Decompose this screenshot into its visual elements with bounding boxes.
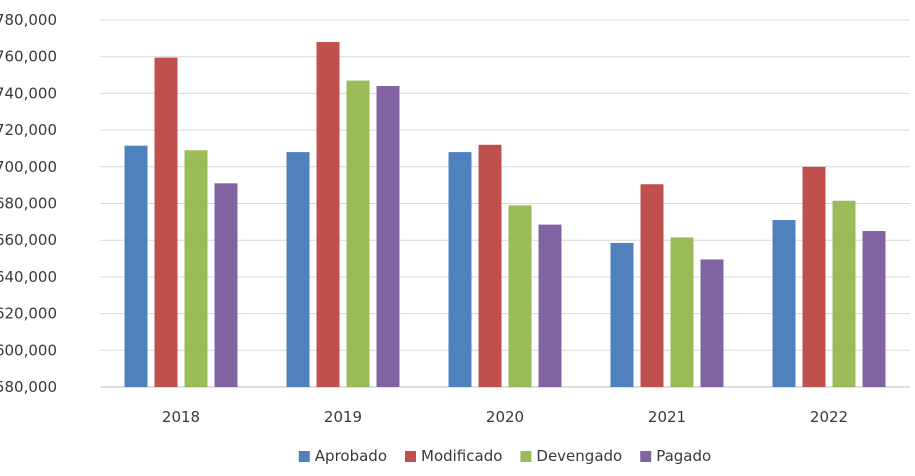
x-axis: 2018 2019 2020 2021 2022: [162, 408, 848, 426]
bar-modificado-2022: [802, 166, 826, 387]
bar-aprobado-2018: [124, 145, 148, 387]
x-tick-label: 2021: [648, 408, 686, 426]
bar-pagado-2018: [214, 183, 238, 387]
x-tick-label: 2018: [162, 408, 200, 426]
legend-label-modificado: Modificado: [421, 447, 502, 465]
x-tick-label: 2022: [810, 408, 848, 426]
y-tick-label: 780,000: [0, 11, 57, 29]
legend-swatch-pagado: [640, 451, 652, 462]
bar-aprobado-2021: [610, 242, 634, 387]
bar-devengado-2019: [346, 80, 370, 388]
y-tick-label: 580,000: [0, 378, 57, 396]
x-tick-label: 2020: [486, 408, 524, 426]
bar-modificado-2020: [478, 144, 502, 387]
bar-devengado-2020: [508, 205, 532, 387]
legend-label-aprobado: Aprobado: [315, 447, 387, 465]
bar-modificado-2019: [316, 42, 340, 388]
legend-swatch-devengado: [520, 451, 532, 462]
y-tick-label: 620,000: [0, 305, 57, 323]
bars: [124, 42, 886, 388]
legend-swatch-modificado: [405, 451, 417, 462]
y-tick-label: 720,000: [0, 121, 57, 139]
y-tick-label: 760,000: [0, 48, 57, 66]
y-tick-label: 660,000: [0, 231, 57, 249]
y-tick-label: 740,000: [0, 84, 57, 102]
legend-label-pagado: Pagado: [656, 447, 711, 465]
bar-pagado-2021: [700, 259, 724, 387]
legend-label-devengado: Devengado: [536, 447, 622, 465]
bar-aprobado-2019: [286, 152, 310, 387]
bar-devengado-2022: [832, 200, 856, 387]
x-tick-label: 2019: [324, 408, 362, 426]
y-axis: 580,000 600,000 620,000 640,000 660,000 680,0…: [0, 11, 57, 396]
bar-pagado-2022: [862, 231, 886, 387]
y-tick-label: 600,000: [0, 341, 57, 359]
bar-pagado-2019: [376, 86, 400, 387]
bar-devengado-2021: [670, 237, 694, 387]
legend: Aprobado Modificado Devengado Pagado: [298, 447, 711, 465]
bar-modificado-2018: [154, 57, 178, 388]
legend-swatch-aprobado: [298, 451, 310, 462]
y-tick-label: 700,000: [0, 158, 57, 176]
bar-aprobado-2020: [448, 152, 472, 387]
y-tick-label: 680,000: [0, 195, 57, 213]
bar-pagado-2020: [538, 224, 562, 387]
bar-devengado-2018: [184, 150, 208, 387]
y-tick-label: 640,000: [0, 268, 57, 286]
bar-aprobado-2022: [772, 220, 796, 387]
bar-modificado-2021: [640, 184, 664, 387]
